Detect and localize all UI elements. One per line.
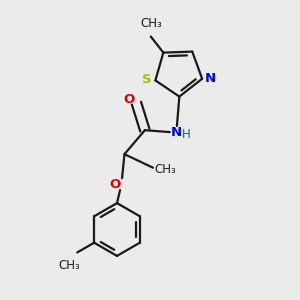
Text: N: N: [204, 72, 215, 85]
Text: O: O: [109, 178, 121, 191]
Text: S: S: [142, 73, 152, 86]
Text: CH₃: CH₃: [155, 163, 176, 176]
Text: CH₃: CH₃: [140, 17, 162, 30]
Text: O: O: [124, 93, 135, 106]
Text: N: N: [171, 126, 182, 139]
Text: CH₃: CH₃: [59, 259, 81, 272]
Text: H: H: [182, 128, 190, 141]
